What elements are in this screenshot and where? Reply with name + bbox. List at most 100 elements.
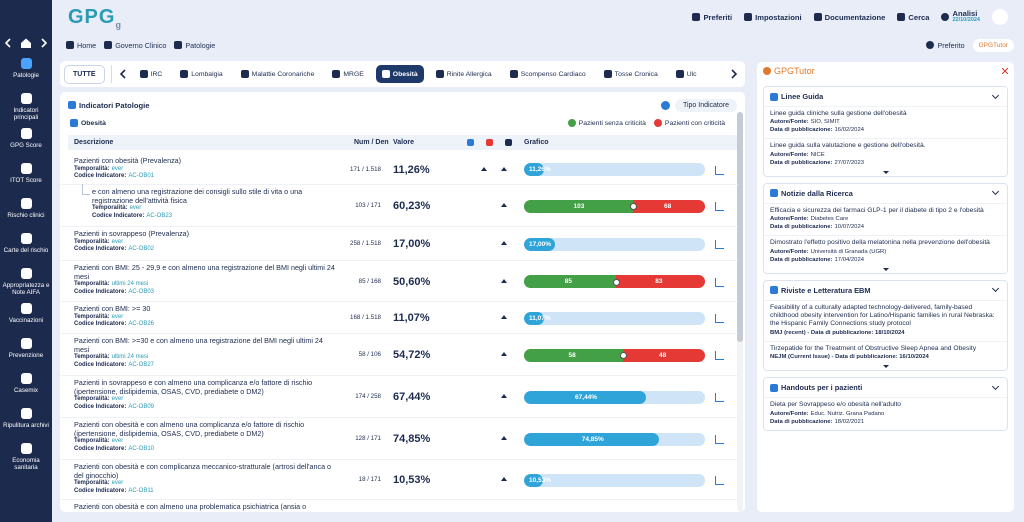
nav-item[interactable]: Vaccinazioni: [0, 301, 52, 336]
trend-arrow[interactable]: [481, 166, 487, 171]
tab[interactable]: Tosse Cronica: [598, 65, 664, 83]
tab[interactable]: Scompenso Cardiaco: [504, 65, 592, 83]
nav-item[interactable]: Rischio clinici: [0, 196, 52, 231]
chart-icon[interactable]: [715, 435, 724, 444]
nav-label: Appropriatezza e Note AIFA: [2, 282, 50, 296]
icon: [332, 70, 341, 78]
item-source: Autore/Fonte: Università di Granada (UGR): [770, 248, 1001, 256]
trend-arrow[interactable]: [501, 166, 507, 171]
header-icon[interactable]: [467, 139, 474, 146]
chart-icon[interactable]: [715, 476, 724, 485]
menu-item[interactable]: Impostazioni: [744, 13, 802, 22]
menu-item[interactable]: Preferiti: [692, 13, 732, 22]
panel-subtitle-row: Obesità Pazienti senza criticità Pazienti …: [70, 118, 725, 128]
tutor-item[interactable]: Efficacia e sicurezza dei farmaci GLP-1 …: [764, 202, 1007, 235]
tab-label: IRC: [150, 70, 163, 78]
nav-arrows[interactable]: [3, 37, 49, 49]
nav-item[interactable]: Casemix: [0, 371, 52, 406]
tutor-button[interactable]: GPGTutor: [972, 38, 1014, 52]
chart-icon[interactable]: [715, 314, 724, 323]
close-button[interactable]: [1002, 68, 1008, 74]
nav-label: Prevenzione: [8, 352, 44, 359]
temporal-value: ever: [111, 438, 124, 445]
header-icon[interactable]: [486, 139, 493, 146]
bar-track: 74,85%: [524, 432, 705, 446]
tutor-item[interactable]: Tirzepatide for the Treatment of Obstruc…: [764, 340, 1007, 365]
more-button[interactable]: [992, 9, 1008, 25]
row-description: Pazienti con obesità e con almeno una pr…: [74, 502, 336, 512]
tab[interactable]: Rinite Allergica: [430, 65, 498, 83]
nav-item[interactable]: GPG Score: [0, 126, 52, 161]
chart-icon[interactable]: [715, 393, 724, 402]
chart-icon[interactable]: [715, 351, 724, 360]
tutor-item[interactable]: Feasibility of a culturally adapted tech…: [764, 299, 1007, 341]
code-value: AC-OB10: [128, 445, 155, 452]
chart-icon[interactable]: [715, 202, 724, 211]
crumb-item[interactable]: Governo Clinico: [104, 41, 166, 50]
trend-arrow[interactable]: [501, 477, 507, 481]
menu-analisi[interactable]: Analisi 22/10/2024: [941, 9, 980, 25]
tutor-item[interactable]: Linee guida sulla valutazione e gestione…: [764, 138, 1007, 170]
chart-icon[interactable]: [715, 240, 724, 249]
tab-label: Lombalgia: [191, 70, 223, 78]
nav-item[interactable]: Economia sanitaria: [0, 441, 52, 476]
icon: [941, 13, 950, 21]
nav-item[interactable]: Carte del rischio: [0, 231, 52, 266]
crumb-item[interactable]: Home: [66, 41, 96, 50]
tutor-item[interactable]: Linee guida cliniche sulla gestione dell…: [764, 106, 1007, 138]
trend-arrow[interactable]: [501, 315, 507, 319]
nav-label: Ripulitura archivi: [3, 422, 49, 429]
info-icon[interactable]: [660, 100, 670, 110]
card-header[interactable]: Riviste e Letteratura EBM: [764, 281, 1007, 300]
tab-arrow[interactable]: [118, 68, 128, 80]
tutor-item[interactable]: Dieta per Sovrappeso e/o obesità nell'ad…: [764, 397, 1007, 429]
item-title: Efficacia e sicurezza dei farmaci GLP-1 …: [770, 206, 984, 214]
nav-item[interactable]: Prevenzione: [0, 336, 52, 371]
trend-arrow[interactable]: [501, 394, 507, 398]
tab[interactable]: Lombalgia: [174, 65, 228, 83]
source-label: Autore/Fonte:: [770, 410, 809, 417]
crumb-item[interactable]: Patologie: [174, 41, 215, 50]
description-text: Pazienti in sovrappeso (Prevalenza): [74, 229, 190, 238]
trend-arrow[interactable]: [501, 278, 507, 283]
card-header[interactable]: Notizie dalla Ricerca: [764, 184, 1007, 203]
trend-arrow[interactable]: [501, 203, 507, 207]
chart-icon[interactable]: [715, 277, 724, 287]
scroll-thumb[interactable]: [737, 112, 743, 342]
num-den: 103 / 171: [355, 202, 381, 209]
tab[interactable]: Ulc: [670, 65, 703, 83]
menu-item[interactable]: Documentazione: [813, 12, 886, 22]
trend-arrow[interactable]: [501, 436, 507, 440]
nav-item[interactable]: Patologie: [0, 56, 52, 91]
card-header[interactable]: Handouts per i pazienti: [764, 378, 1007, 397]
code-value: AC-OB02: [128, 246, 155, 252]
more-indicator[interactable]: [882, 267, 889, 271]
more-indicator[interactable]: [882, 365, 889, 369]
trend-arrow[interactable]: [501, 352, 507, 356]
tab-arrow[interactable]: [729, 68, 739, 80]
analisi-date: 22/10/2024: [952, 17, 980, 23]
tab-active[interactable]: Obesità: [375, 65, 424, 83]
tab-all[interactable]: TUTTE: [64, 64, 105, 84]
chart-icon[interactable]: [715, 165, 724, 175]
nav-item[interactable]: Indicatori principali: [0, 91, 52, 126]
filter-dropdown[interactable]: Tipo Indicatore: [674, 98, 737, 112]
favorite-button[interactable]: Preferito: [926, 41, 965, 50]
menu-item[interactable]: Cerca: [897, 13, 929, 22]
header-icon[interactable]: [505, 139, 512, 146]
nav-item[interactable]: Appropriatezza e Note AIFA: [0, 266, 52, 301]
nav-item[interactable]: Ripulitura archivi: [0, 406, 52, 441]
tab[interactable]: Malattie Coronariche: [235, 65, 321, 83]
source-label: Autore/Fonte:: [770, 216, 809, 223]
tutor-item[interactable]: Dimostrato l'effetto positivo della mela…: [764, 235, 1007, 267]
card-header[interactable]: Linee Guida: [764, 87, 1007, 106]
indicator-row: Pazienti con BMI: >=30 e con almeno una …: [60, 335, 738, 376]
nav-item[interactable]: ITOT Score: [0, 161, 52, 196]
tab[interactable]: MRGE: [326, 65, 369, 83]
menu-label: Documentazione: [824, 12, 886, 22]
more-indicator[interactable]: [882, 170, 889, 174]
icon: [240, 70, 249, 78]
tab[interactable]: IRC: [134, 65, 169, 83]
trend-arrow[interactable]: [501, 241, 507, 245]
icon: [381, 70, 390, 78]
